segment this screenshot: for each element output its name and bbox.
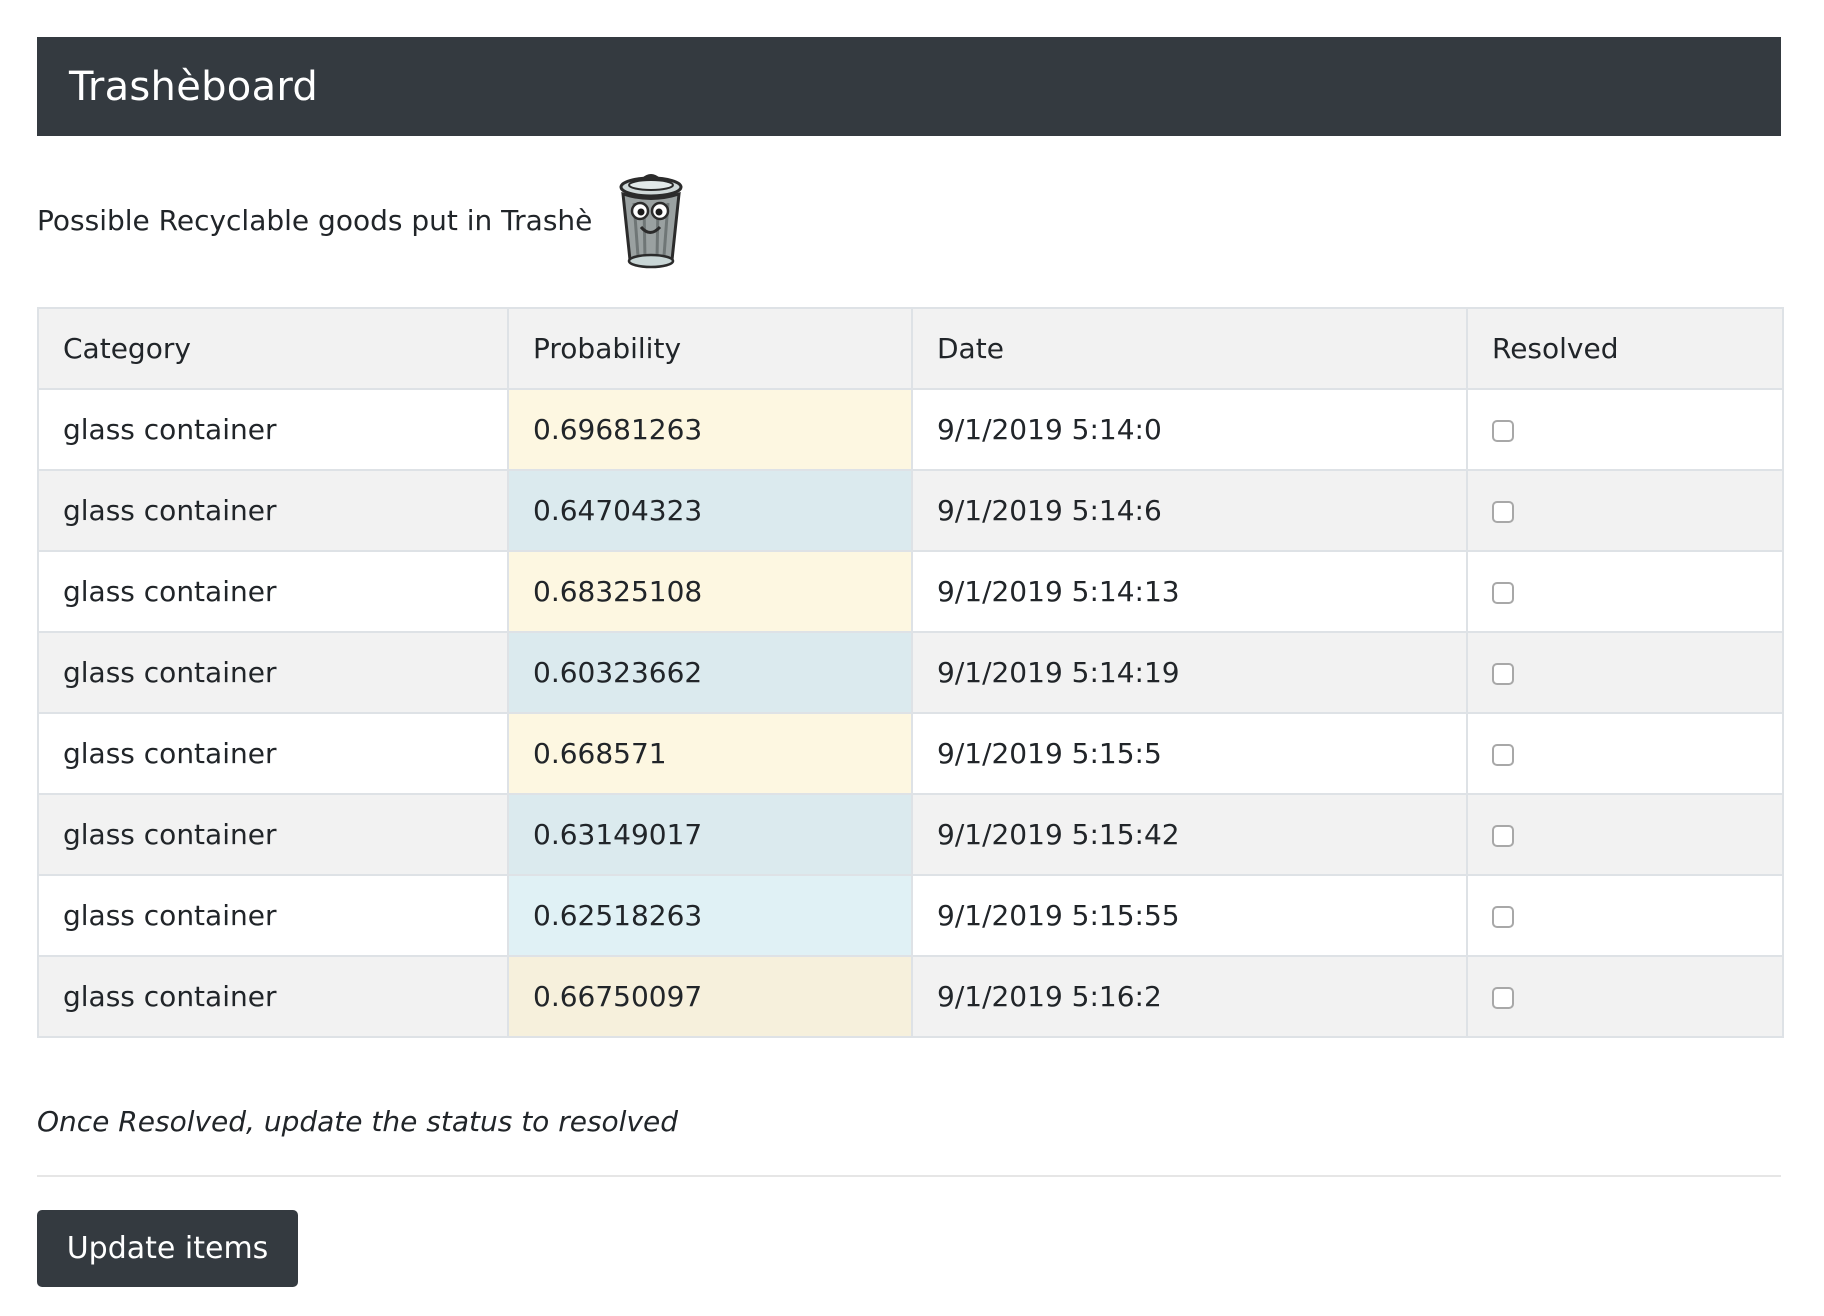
date-cell: 9/1/2019 5:15:42 bbox=[911, 793, 1468, 876]
date-cell: 9/1/2019 5:14:13 bbox=[911, 550, 1468, 633]
intro-row: Possible Recyclable goods put in Trashè bbox=[37, 170, 688, 270]
date-cell: 9/1/2019 5:16:2 bbox=[911, 955, 1468, 1038]
table-row: glass container 0.66750097 9/1/2019 5:16… bbox=[37, 955, 1784, 1038]
category-cell: glass container bbox=[37, 550, 509, 633]
category-cell: glass container bbox=[37, 631, 509, 714]
category-cell: glass container bbox=[37, 388, 509, 471]
column-header-date: Date bbox=[911, 307, 1468, 390]
probability-cell: 0.63149017 bbox=[507, 793, 913, 876]
resolved-cell bbox=[1466, 550, 1784, 633]
column-header-resolved: Resolved bbox=[1466, 307, 1784, 390]
table-row: glass container 0.64704323 9/1/2019 5:14… bbox=[37, 469, 1784, 552]
column-header-probability: Probability bbox=[507, 307, 913, 390]
resolved-cell bbox=[1466, 712, 1784, 795]
probability-cell: 0.60323662 bbox=[507, 631, 913, 714]
probability-cell: 0.62518263 bbox=[507, 874, 913, 957]
resolved-cell bbox=[1466, 793, 1784, 876]
date-cell: 9/1/2019 5:14:0 bbox=[911, 388, 1468, 471]
table-row: glass container 0.668571 9/1/2019 5:15:5 bbox=[37, 712, 1784, 795]
date-cell: 9/1/2019 5:15:5 bbox=[911, 712, 1468, 795]
table-row: glass container 0.68325108 9/1/2019 5:14… bbox=[37, 550, 1784, 633]
column-header-category: Category bbox=[37, 307, 509, 390]
resolved-checkbox[interactable] bbox=[1492, 825, 1514, 847]
navbar: Trashèboard bbox=[37, 37, 1781, 136]
resolved-cell bbox=[1466, 631, 1784, 714]
table-row: glass container 0.63149017 9/1/2019 5:15… bbox=[37, 793, 1784, 876]
category-cell: glass container bbox=[37, 712, 509, 795]
date-cell: 9/1/2019 5:14:6 bbox=[911, 469, 1468, 552]
resolved-cell bbox=[1466, 469, 1784, 552]
resolved-cell bbox=[1466, 874, 1784, 957]
resolved-cell bbox=[1466, 955, 1784, 1038]
date-cell: 9/1/2019 5:15:55 bbox=[911, 874, 1468, 957]
resolved-checkbox[interactable] bbox=[1492, 582, 1514, 604]
intro-text: Possible Recyclable goods put in Trashè bbox=[37, 203, 593, 237]
resolved-checkbox[interactable] bbox=[1492, 987, 1514, 1009]
resolved-cell bbox=[1466, 388, 1784, 471]
probability-cell: 0.668571 bbox=[507, 712, 913, 795]
divider bbox=[37, 1175, 1781, 1177]
category-cell: glass container bbox=[37, 469, 509, 552]
probability-cell: 0.68325108 bbox=[507, 550, 913, 633]
table-row: glass container 0.60323662 9/1/2019 5:14… bbox=[37, 631, 1784, 714]
table-row: glass container 0.62518263 9/1/2019 5:15… bbox=[37, 874, 1784, 957]
recyclables-table: Category Probability Date Resolved glass… bbox=[37, 307, 1784, 1038]
resolved-checkbox[interactable] bbox=[1492, 420, 1514, 442]
category-cell: glass container bbox=[37, 793, 509, 876]
resolved-checkbox[interactable] bbox=[1492, 501, 1514, 523]
update-items-button[interactable]: Update items bbox=[37, 1210, 298, 1287]
resolved-checkbox[interactable] bbox=[1492, 744, 1514, 766]
resolved-checkbox[interactable] bbox=[1492, 663, 1514, 685]
trash-can-mascot-icon bbox=[619, 174, 683, 269]
resolve-instructions: Once Resolved, update the status to reso… bbox=[37, 1105, 679, 1138]
category-cell: glass container bbox=[37, 874, 509, 957]
date-cell: 9/1/2019 5:14:19 bbox=[911, 631, 1468, 714]
resolved-checkbox[interactable] bbox=[1492, 906, 1514, 928]
probability-cell: 0.64704323 bbox=[507, 469, 913, 552]
table-row: glass container 0.69681263 9/1/2019 5:14… bbox=[37, 388, 1784, 471]
table-header-row: Category Probability Date Resolved bbox=[37, 307, 1784, 390]
probability-cell: 0.69681263 bbox=[507, 388, 913, 471]
brand-title[interactable]: Trashèboard bbox=[69, 63, 319, 110]
probability-cell: 0.66750097 bbox=[507, 955, 913, 1038]
category-cell: glass container bbox=[37, 955, 509, 1038]
